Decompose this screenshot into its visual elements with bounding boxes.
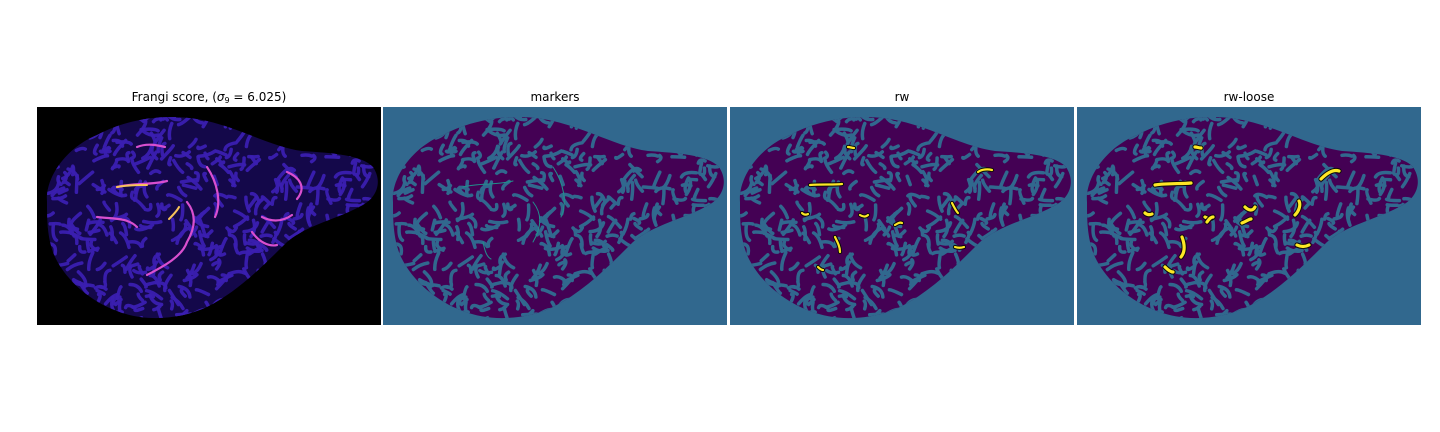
panel-rw-image (730, 107, 1074, 325)
vessel-segments (1142, 144, 1342, 275)
vessel-segments (462, 166, 565, 260)
panel-title-markers: markers (530, 90, 580, 104)
hot-vessel (168, 206, 180, 220)
rw-image (730, 107, 1074, 325)
panel-title-rw: rw (894, 90, 910, 104)
vessel-segments (95, 143, 303, 277)
frangi-image (37, 107, 381, 325)
panel-markers-image (383, 107, 727, 325)
markers-image (383, 107, 727, 325)
panel-title-frangi: Frangi score, (σ9 = 6.025) (131, 90, 287, 105)
hot-vessel (116, 184, 148, 188)
panel-frangi-image (37, 107, 381, 325)
vessel-segments (799, 144, 995, 273)
panel-title-rw-loose: rw-loose (1223, 90, 1275, 104)
panel-rw-loose-image (1077, 107, 1421, 325)
rw-loose-image (1077, 107, 1421, 325)
